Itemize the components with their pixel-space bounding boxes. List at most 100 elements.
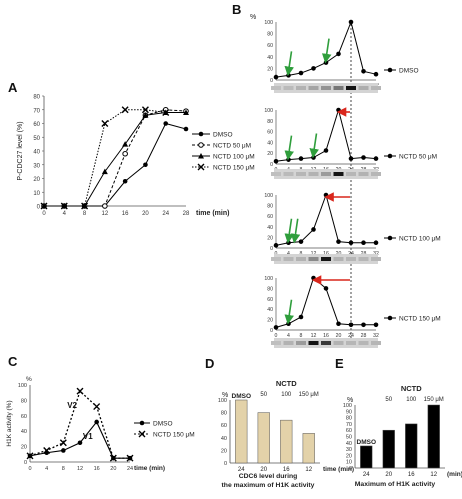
panel-c-point	[93, 403, 101, 411]
panel-b-x-tick-label: 24	[348, 333, 354, 339]
panel-b-blot-band	[271, 341, 281, 345]
panel-a-legend-label: NCTD 100 μM	[213, 154, 255, 161]
panel-b-x-tick-label: 4	[287, 333, 290, 339]
panel-b-blot-band	[321, 172, 331, 176]
panel-D-bar	[257, 412, 270, 464]
panel-b-y-tick-label: 20	[267, 235, 273, 241]
panel-E-y-tick-label: 0	[349, 466, 352, 472]
panel-b-blot-band	[358, 86, 369, 90]
panel-b-blot-band	[271, 86, 281, 90]
panel-a-point	[121, 106, 129, 114]
panel-c-annotation: V2	[67, 401, 77, 410]
panel-b-green-arrow	[290, 218, 301, 244]
panel-D-y-tick-label: 40	[221, 436, 227, 442]
panel-b-point	[273, 243, 279, 248]
panel-b-blot-band	[371, 257, 381, 261]
panel-D-x-tick-label: 20	[260, 467, 267, 473]
panel-E-group-label: NCTD	[401, 384, 422, 393]
panel-b-legend-label: NCTD 150 μM	[399, 316, 441, 323]
panel-D-x-tick-label: 12	[305, 467, 312, 473]
panel-E-y-tick-label: 50	[346, 435, 352, 441]
panel-a-x-tick-label: 8	[83, 211, 87, 217]
panel-b-point	[311, 155, 316, 160]
panel-E-y-tick-label: 60	[346, 428, 352, 434]
panel-D-bar	[235, 399, 248, 464]
panel-E-bar	[427, 404, 440, 469]
panel-b-point	[348, 156, 354, 161]
panel-b-y-tick-label: 20	[267, 66, 273, 72]
panel-letter-e: E	[335, 356, 344, 371]
panel-b-legend-marker	[387, 153, 393, 159]
panel-E-y-tick-label: 70	[346, 422, 352, 428]
panel-a-y-label: P-CDC27 level (%)	[17, 121, 24, 180]
panel-c-x-tick-label: 12	[77, 466, 83, 472]
panel-c-y-tick-label: 20	[21, 445, 27, 451]
panel-a-point	[101, 168, 108, 175]
panel-b-blot-band	[358, 341, 369, 345]
panel-b-point	[373, 240, 379, 245]
panel-b-point	[311, 275, 316, 281]
panel-a-y-tick-label: 80	[33, 95, 40, 101]
panel-b-point	[348, 240, 354, 245]
panel-letter-c: C	[8, 354, 18, 369]
panel-a-y-tick-label: 10	[33, 191, 40, 197]
panel-a-point	[60, 202, 68, 210]
panel-a-point	[143, 162, 148, 168]
panel-b-legend-marker	[387, 235, 393, 241]
panel-D-bar	[302, 433, 315, 464]
panel-b-green-arrow	[284, 218, 294, 244]
panel-b-green-arrow	[284, 299, 294, 325]
panel-b-y-tick-label: 60	[267, 214, 273, 220]
panel-b-point	[336, 239, 341, 244]
panel-c-point	[76, 387, 84, 395]
panel-a-point	[81, 202, 89, 210]
panel-E-y-tick-label: 40	[346, 441, 352, 447]
panel-c-x-tick-label: 24	[127, 466, 133, 472]
panel-b-legend-label: NCTD 50 μM	[399, 154, 437, 161]
panel-c-x-tick-label: 0	[28, 466, 31, 472]
panel-b-blot-band	[346, 172, 356, 176]
panel-E-y-tick-label: 80	[346, 416, 352, 422]
panel-a-point	[141, 106, 149, 114]
panel-b-blot-band	[283, 172, 294, 176]
panel-b-point	[336, 107, 341, 113]
panel-a-series-line	[44, 109, 187, 207]
panel-D-bar-label: 100	[281, 392, 292, 398]
panel-D-bar-label: DMSO	[232, 393, 252, 400]
panel-a-y-tick-label: 60	[33, 122, 40, 128]
panel-b-y-tick-label: 0	[270, 328, 273, 334]
panel-a-point	[40, 202, 48, 210]
panel-c-y-tick-label: 100	[18, 383, 27, 389]
panel-b-point	[286, 321, 291, 327]
panel-b-y-tick-label: 80	[267, 119, 273, 125]
panel-letter-a: A	[8, 80, 18, 95]
panel-b-point	[286, 157, 291, 162]
panel-c-point	[94, 419, 99, 425]
panel-b-blot-band	[346, 86, 356, 90]
panel-b-blot-band	[296, 341, 306, 345]
panel-c-point	[59, 439, 67, 447]
panel-c-y-tick-label: 0	[24, 460, 27, 466]
panel-b-blot-band	[321, 257, 331, 261]
panel-E-x-tick-label: 20	[385, 472, 392, 478]
panel-b-blot-band	[358, 257, 369, 261]
panel-D-group-label: NCTD	[276, 379, 297, 388]
panel-b-blot-band	[283, 86, 294, 90]
panel-b-y-tick-label: 0	[270, 162, 273, 168]
panel-E-bar	[405, 423, 418, 469]
panel-E-y-tick-label: 20	[346, 453, 352, 459]
panel-a-x-tick-label: 16	[122, 211, 129, 217]
panel-a-y-tick-label: 40	[33, 150, 40, 156]
panel-D-y-tick-label: 100	[218, 398, 227, 404]
panel-E-y-tick-label: 10	[346, 460, 352, 466]
panel-c-x-tick-label: 4	[45, 466, 48, 472]
panel-D-y-tick-label: 0	[224, 461, 227, 467]
panel-b-blot-strip	[271, 83, 381, 93]
panel-c-annotation: V1	[83, 432, 93, 441]
panel-D-y-tick-label: 20	[221, 448, 227, 454]
panel-a-legend-marker	[198, 153, 204, 159]
panel-b-blot-band	[308, 172, 319, 176]
panel-a-point	[183, 126, 189, 132]
panel-b-y-tick-label: 40	[267, 140, 273, 146]
panel-c-x-tick-label: 20	[110, 466, 116, 472]
